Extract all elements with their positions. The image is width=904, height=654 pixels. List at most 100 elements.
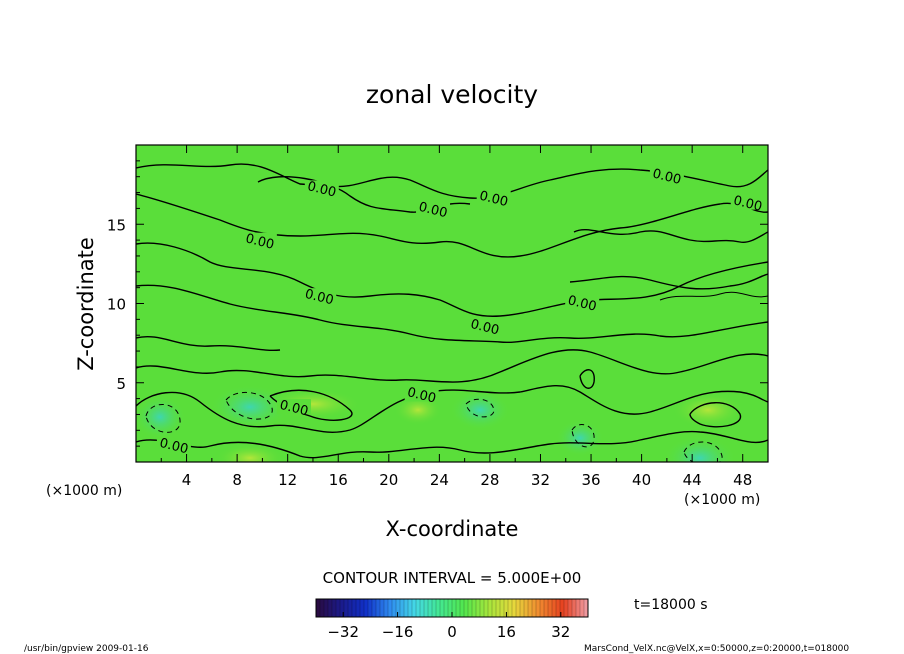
colorbar-cell — [376, 599, 381, 617]
colorbar-cell — [468, 599, 473, 617]
contour-label: 0.00 — [566, 293, 598, 315]
colorbar-cell — [528, 599, 533, 617]
contour-label-bg — [649, 167, 684, 183]
colorbar-cell — [372, 599, 377, 617]
contour-label: 0.00 — [278, 398, 310, 420]
colorbar-cell — [348, 599, 353, 617]
colorbar-tick-label: −32 — [327, 623, 359, 641]
x-tick-label: 20 — [379, 471, 398, 489]
colorbar-cell — [536, 599, 541, 617]
x-axis: 4 8 12 16 20 24 28 32 36 40 44 48 — [160, 145, 752, 489]
colorbar-cell — [480, 599, 485, 617]
colorbar-cell — [544, 599, 549, 617]
colorbar-cell — [424, 599, 429, 617]
negative-contour — [465, 398, 495, 418]
contour-label: 0.00 — [303, 287, 335, 309]
contour-label: 0.00 — [306, 179, 338, 201]
contour-label: 0.00 — [406, 385, 438, 407]
colorbar-cell — [472, 599, 477, 617]
colorbar-cell — [404, 599, 409, 617]
contour-line — [136, 193, 768, 258]
colorbar-cell — [336, 599, 341, 617]
colorbar-cell — [560, 599, 565, 617]
time-label: t=18000 s — [634, 597, 708, 613]
colorbar-cell — [420, 599, 425, 617]
colorbar-cell — [476, 599, 481, 617]
contour-label-bg — [156, 437, 191, 453]
colorbar-cell — [448, 599, 453, 617]
contour-interval: CONTOUR INTERVAL = 5.000E+00 — [323, 569, 582, 587]
colorbar-cell — [452, 599, 457, 617]
colorbar-cell — [516, 599, 521, 617]
contour-label-bg — [730, 194, 765, 210]
footer-right-note: MarsCond_VelX.nc@VelX,x=0:50000,z=0:2000… — [584, 644, 849, 654]
anomaly-blob — [136, 395, 186, 439]
contour-label-bg — [565, 294, 600, 310]
contour-label: 0.00 — [244, 231, 276, 253]
colorbar-cell — [568, 599, 573, 617]
colorbar-cell — [316, 599, 321, 617]
plot-area: 0.00 0.00 0.00 0.00 0.00 0.00 0.00 0.00 0.00 0.00… — [135, 144, 769, 463]
x-tick-label: 32 — [531, 471, 550, 489]
contour-label: 0.00 — [158, 436, 190, 458]
colorbar-cell — [384, 599, 389, 617]
colorbar-cell — [388, 599, 393, 617]
anomaly-blob — [450, 390, 510, 430]
colorbar-cell — [464, 599, 469, 617]
colorbar-tick-label: −16 — [382, 623, 414, 641]
contour-label: 0.00 — [732, 193, 764, 215]
x-tick-label: 28 — [480, 471, 499, 489]
contour-label: 0.00 — [651, 166, 683, 188]
contour-label: 0.00 — [417, 200, 449, 222]
colorbar-cell — [352, 599, 357, 617]
colorbar-cell — [444, 599, 449, 617]
colorbar-cell — [512, 599, 517, 617]
colorbar-cell — [360, 599, 365, 617]
colorbar-cell — [488, 599, 493, 617]
colorbar-cell — [432, 599, 437, 617]
contour-line — [136, 242, 768, 317]
colorbar-cell — [340, 599, 345, 617]
colorbar-cell — [540, 599, 545, 617]
colorbar-cell — [460, 599, 465, 617]
colorbar-cell — [400, 599, 405, 617]
y-axis-label: Z-coordinate — [74, 237, 98, 371]
contour-line — [573, 228, 768, 244]
x-tick-label: 4 — [182, 471, 192, 489]
colorbar-cell — [368, 599, 373, 617]
colorbar-cell — [364, 599, 369, 617]
contour-labels: 0.00 0.00 0.00 0.00 0.00 0.00 0.00 0.00 0.00 0.00… — [156, 166, 765, 458]
contour-label-bg — [277, 399, 311, 415]
x-tick-label: 12 — [278, 471, 297, 489]
colorbar-cell — [556, 599, 561, 617]
contour-label: 0.00 — [478, 189, 510, 211]
colorbar-cell — [500, 599, 505, 617]
x-tick-label: 40 — [632, 471, 651, 489]
colorbar-cell — [504, 599, 509, 617]
contour-line — [136, 336, 281, 352]
anomaly-blob — [664, 436, 736, 462]
colorbar-cell — [392, 599, 397, 617]
colorbar-tick-label: 0 — [447, 623, 457, 641]
colorbar: −32 −16 0 16 32 — [315, 598, 589, 641]
colorbar-cell — [436, 599, 441, 617]
colorbar-cell — [548, 599, 553, 617]
colorbar-cell — [408, 599, 413, 617]
contour-label-bg — [416, 200, 451, 216]
colorbar-cell — [344, 599, 349, 617]
contour-label: 0.00 — [469, 317, 501, 339]
y-axis: 5 10 15 — [107, 160, 768, 447]
x-tick-label: 48 — [733, 471, 752, 489]
colorbar-cell — [532, 599, 537, 617]
contour-line — [579, 369, 595, 389]
colorbar-cell — [496, 599, 501, 617]
x-tick-label: 24 — [430, 471, 449, 489]
contour-line — [689, 402, 742, 428]
colorbar-cell — [328, 599, 333, 617]
x-unit-right: (×1000 m) — [684, 492, 760, 508]
colorbar-cell — [396, 599, 401, 617]
colorbar-cell — [584, 599, 589, 617]
contour-label-bg — [242, 232, 277, 248]
anomaly-blob — [216, 444, 284, 462]
